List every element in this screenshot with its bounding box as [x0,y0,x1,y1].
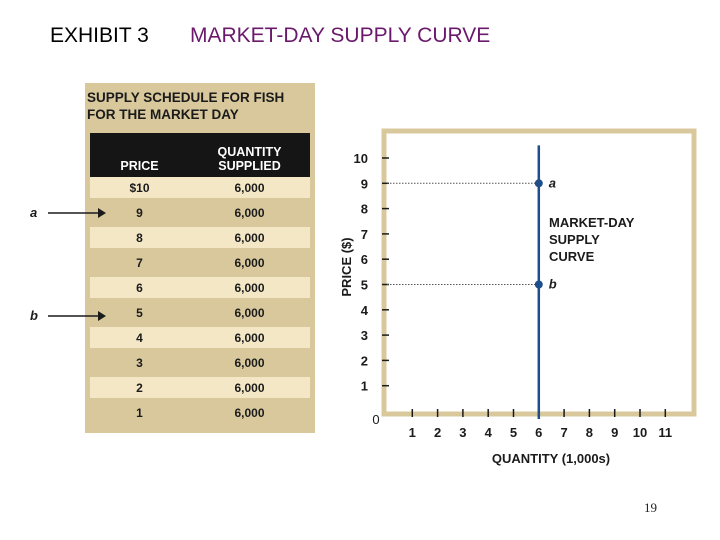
y-tick-label: 8 [361,202,368,217]
y-tick-label: 9 [361,176,368,191]
x-tick-label: 7 [560,425,567,440]
price-cell: 6 [90,273,189,300]
page-title: MARKET-DAY SUPPLY CURVE [190,24,491,47]
quantity-cell: 6,000 [189,273,310,300]
table-row: $10 6,000 [90,177,310,200]
y-tick-label: 4 [361,303,369,318]
data-point [534,179,543,188]
arrow-right-icon [48,208,106,218]
pointer-b-label: b [30,308,38,323]
x-tick-label: 8 [586,425,593,440]
quantity-cell: 6,000 [189,298,310,325]
quantity-cell: 6,000 [189,198,310,225]
y-tick-label: 5 [361,278,368,293]
pointer-b: b [30,308,106,323]
y-tick-label: 7 [361,227,368,242]
x-tick-label: 3 [459,425,466,440]
curve-label: MARKET-DAY SUPPLY CURVE [549,215,638,264]
supply-schedule-table: PRICE QUANTITY SUPPLIED $10 6,000 9 6,000 … [90,133,310,423]
curve-label-line: SUPPLY [549,232,600,247]
price-cell: $10 [90,177,189,200]
quantity-cell: 6,000 [189,223,310,250]
schedule-title: SUPPLY SCHEDULE FOR FISH FOR THE MARKET … [87,89,313,123]
table-row: 9 6,000 [90,198,310,225]
table-row: 6 6,000 [90,273,310,300]
pointer-a: a [30,205,106,220]
quantity-cell: 6,000 [189,398,310,423]
y-axis-label: PRICE ($) [339,237,354,296]
x-tick-label: 9 [611,425,618,440]
price-cell: 7 [90,248,189,275]
table-row: 5 6,000 [90,298,310,325]
price-cell: 2 [90,373,189,400]
price-cell: 5 [90,298,189,325]
curve-label-line: CURVE [549,249,595,264]
column-header-quantity-line1: QUANTITY [217,145,282,159]
page-number: 19 [644,500,657,515]
column-header-quantity: QUANTITY SUPPLIED [189,133,310,177]
quantity-cell: 6,000 [189,348,310,375]
column-header-quantity-line2: SUPPLIED [218,159,281,173]
x-tick-label: 5 [510,425,517,440]
price-cell: 1 [90,398,189,423]
arrow-right-icon [48,311,106,321]
y-tick-label: 6 [361,252,368,267]
data-point [534,280,543,289]
quantity-cell: 6,000 [189,323,310,350]
table-header-row: PRICE QUANTITY SUPPLIED [90,133,310,177]
supply-schedule-panel: SUPPLY SCHEDULE FOR FISH FOR THE MARKET … [85,83,315,433]
x-tick-label: 6 [535,425,542,440]
schedule-title-line1: SUPPLY SCHEDULE FOR FISH [87,90,285,105]
point-label: b [549,277,557,292]
curve-label-line: MARKET-DAY [549,215,635,230]
header: EXHIBIT 3 MARKET-DAY SUPPLY CURVE [50,24,490,48]
y-tick-label: 1 [361,379,368,394]
table-row: 3 6,000 [90,348,310,375]
x-tick-label: 10 [633,425,647,440]
y-tick-label: 2 [361,353,368,368]
column-header-price: PRICE [90,133,189,177]
price-cell: 3 [90,348,189,375]
table-row: 4 6,000 [90,323,310,350]
x-tick-label: 11 [658,425,672,440]
exhibit-label: EXHIBIT 3 [50,24,149,47]
x-tick-label: 4 [485,425,493,440]
y-tick-label: 3 [361,328,368,343]
schedule-title-line2: FOR THE MARKET DAY [87,107,239,122]
quantity-cell: 6,000 [189,373,310,400]
table-row: 2 6,000 [90,373,310,400]
table-row: 1 6,000 [90,398,310,423]
quantity-cell: 6,000 [189,248,310,275]
table-row: 8 6,000 [90,223,310,250]
origin-label: 0 [372,412,379,427]
x-tick-label: 1 [409,425,416,440]
price-cell: 4 [90,323,189,350]
pointer-a-label: a [30,205,38,220]
x-tick-label: 2 [434,425,441,440]
quantity-cell: 6,000 [189,177,310,200]
x-axis-label: QUANTITY (1,000s) [492,451,610,466]
table-row: 7 6,000 [90,248,310,275]
y-tick-label: 10 [354,151,368,166]
point-label: a [549,175,556,190]
price-cell: 9 [90,198,189,225]
price-cell: 8 [90,223,189,250]
